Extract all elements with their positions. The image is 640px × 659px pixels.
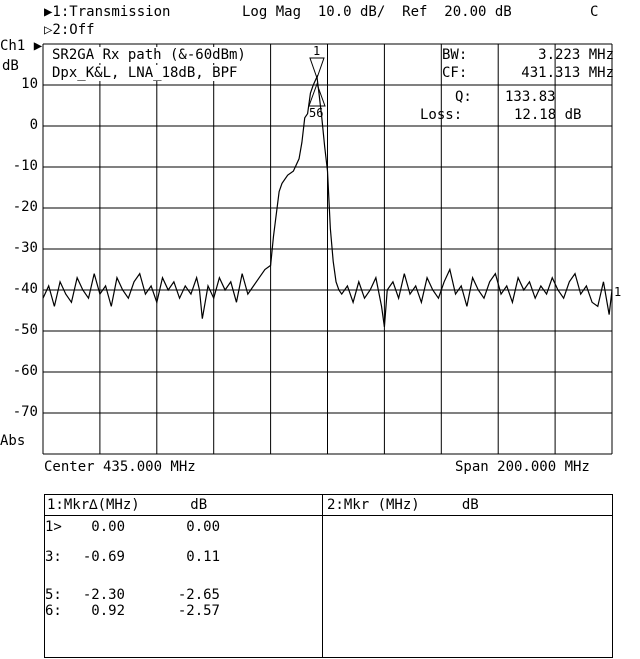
marker-row-id: 6:: [45, 603, 62, 619]
table1-header: 1:Mkr∆(MHz) dB: [47, 497, 208, 513]
unit-label: dB: [2, 58, 19, 74]
trace2-label[interactable]: ▷2:Off: [44, 22, 95, 38]
format-readout: Log Mag 10.0 dB/ Ref 20.00 dB: [242, 4, 512, 20]
marker-row-db: -2.65: [177, 587, 220, 603]
marker-row-id: 1>: [45, 519, 62, 535]
abs-label: Abs: [0, 433, 26, 449]
marker-row-db: -2.57: [177, 603, 220, 619]
loss-value: 12.18 dB: [514, 107, 582, 123]
status-flag: C: [590, 4, 599, 20]
marker-table-1: 1:Mkr∆(MHz) dB 1> 0.00 0.00 3: -0.69 0.11 5: -2…: [45, 495, 323, 657]
ref-marker-label: 1: [614, 285, 622, 299]
bw-label: BW:: [442, 47, 468, 63]
trace-plot: [42, 43, 613, 455]
marker-row-id: 5:: [45, 587, 62, 603]
marker-row-mhz: -2.30: [82, 587, 125, 603]
marker-56-label: 56: [309, 106, 324, 120]
marker-row-mhz: -0.69: [82, 549, 125, 565]
trace1-label[interactable]: ▶1:Transmission: [44, 4, 171, 20]
y-tick-label: -70: [12, 404, 38, 420]
y-tick-label: -20: [12, 199, 38, 215]
cf-label: CF:: [442, 65, 468, 81]
center-freq: Center 435.000 MHz: [44, 459, 196, 475]
cf-value: 431.313 MHz: [521, 65, 614, 81]
span-freq: Span 200.000 MHz: [455, 459, 590, 475]
marker-1-triangle: [309, 57, 325, 80]
marker-row-db: 0.11: [186, 549, 220, 565]
marker-row-db: 0.00: [186, 519, 220, 535]
marker-row-mhz: 0.92: [91, 603, 125, 619]
y-tick-label: -60: [12, 363, 38, 379]
loss-label: Loss:: [420, 107, 463, 123]
marker-row-mhz: 0.00: [91, 519, 125, 535]
trace-line: [42, 74, 613, 327]
y-tick-label: -40: [12, 281, 38, 297]
channel-label: Ch1 ▶: [0, 38, 43, 54]
annotation-line1: SR2GA Rx path (&-60dBm): [52, 47, 246, 63]
bw-value: 3.223 MHz: [538, 47, 614, 63]
table2-header: 2:Mkr (MHz) dB: [327, 497, 479, 513]
y-tick-label: 10: [21, 76, 38, 92]
q-label: Q:: [455, 89, 472, 105]
marker-table-2: 2:Mkr (MHz) dB: [323, 495, 612, 657]
marker-row-id: 3:: [45, 549, 62, 565]
marker-table: 1:Mkr∆(MHz) dB 1> 0.00 0.00 3: -0.69 0.11 5: -2…: [44, 494, 613, 658]
y-tick-label: -30: [12, 240, 38, 256]
marker-delta-triangle: [308, 82, 326, 107]
y-tick-label: -50: [12, 322, 38, 338]
q-value: 133.83: [505, 89, 556, 105]
annotation-line2: Dpx_K&L, LNA_18dB, BPF: [52, 65, 238, 81]
y-tick-label: 0: [29, 117, 38, 133]
y-tick-label: -10: [12, 158, 38, 174]
marker-1-label: 1: [313, 44, 321, 58]
